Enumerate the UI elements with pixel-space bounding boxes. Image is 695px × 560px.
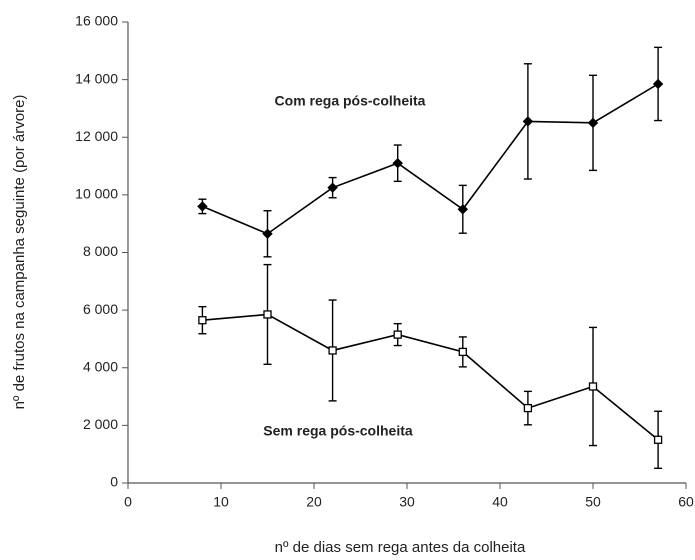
y-tick-label: 16 000 — [75, 13, 118, 29]
x-tick-label: 50 — [585, 494, 601, 510]
y-tick-label: 10 000 — [75, 186, 118, 202]
series-label: Sem rega pós-colheita — [263, 423, 413, 439]
y-tick-label: 12 000 — [75, 128, 118, 144]
x-tick-label: 40 — [492, 494, 508, 510]
point — [458, 347, 467, 357]
y-tick-label: 8 000 — [83, 243, 118, 259]
point — [457, 204, 469, 215]
point — [327, 182, 338, 193]
y-tick-label: 6 000 — [83, 301, 118, 317]
point — [587, 117, 599, 129]
y-tick-label: 0 — [110, 474, 118, 490]
y-axis-label: nº de frutos na campanha seguinte (por á… — [11, 95, 28, 410]
point — [652, 78, 664, 90]
x-axis-label: nº de dias sem rega antes da colheita — [275, 539, 526, 556]
point — [328, 346, 337, 355]
point — [653, 435, 663, 444]
x-tick-label: 20 — [306, 494, 322, 510]
series-line — [202, 83, 659, 235]
point — [262, 228, 273, 239]
point — [522, 116, 534, 127]
y-tick-label: 4 000 — [83, 358, 118, 374]
x-tick-label: 10 — [213, 494, 229, 510]
point — [198, 316, 207, 325]
x-tick-label: 60 — [678, 494, 694, 510]
y-tick-label: 2 000 — [83, 416, 118, 432]
y-tick-label: 14 000 — [75, 70, 118, 86]
point — [523, 403, 533, 413]
point — [197, 201, 208, 212]
x-tick-label: 30 — [399, 494, 415, 510]
x-tick-label: 0 — [124, 494, 132, 510]
point — [393, 330, 402, 339]
point — [392, 157, 403, 169]
series-label: Com rega pós-colheita — [275, 93, 426, 109]
point — [263, 310, 272, 319]
series-line — [202, 313, 659, 441]
point — [588, 382, 598, 391]
